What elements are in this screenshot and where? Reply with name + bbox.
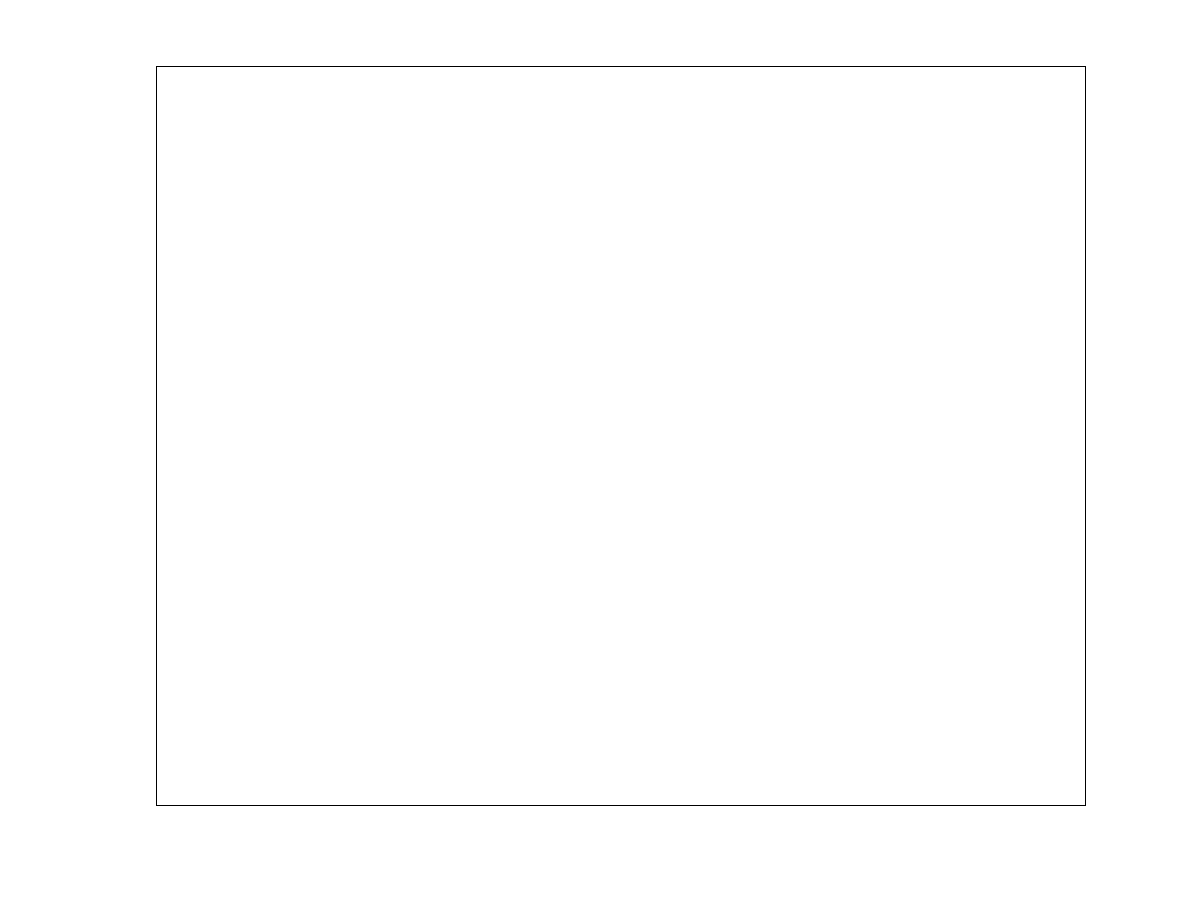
echogram-canvas	[157, 67, 1085, 805]
plot-area	[156, 66, 1086, 806]
